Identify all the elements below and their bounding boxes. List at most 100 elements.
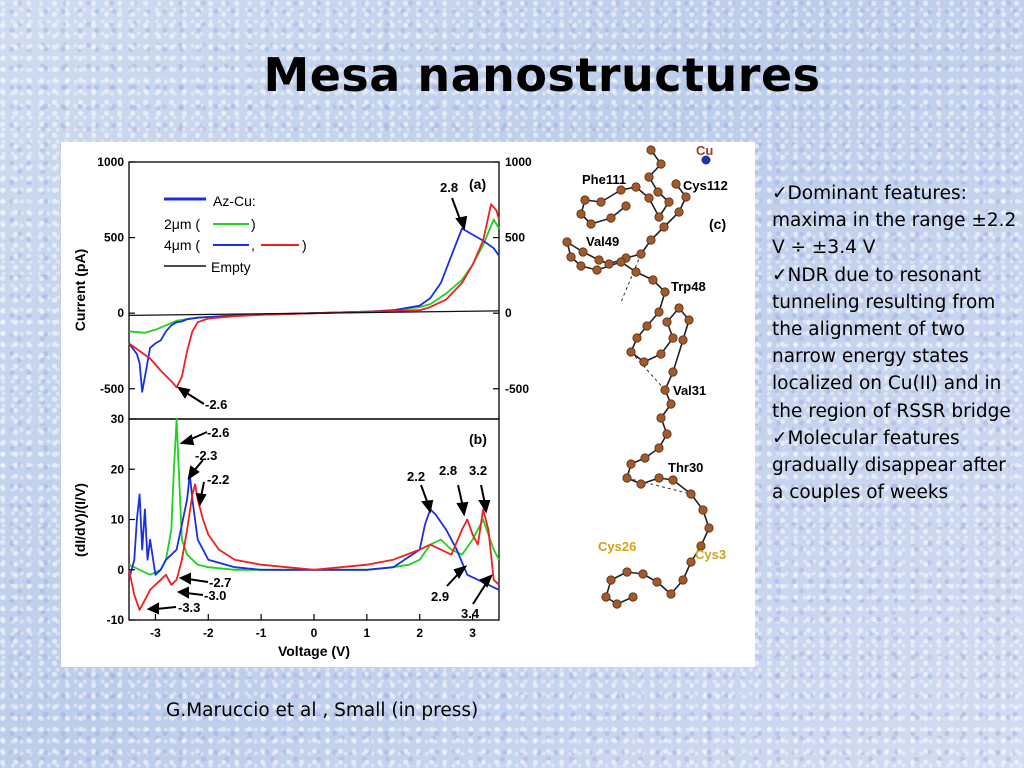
atom xyxy=(660,385,670,395)
atom xyxy=(659,222,669,232)
legend-4um-open: 4μm ( xyxy=(164,237,200,253)
xtick-label-1: -2 xyxy=(203,626,214,640)
atom xyxy=(654,212,664,222)
atom xyxy=(644,193,654,203)
series-line-1-2 xyxy=(128,483,500,611)
ytick-label-1-4: -10 xyxy=(107,613,125,627)
bond xyxy=(672,339,684,373)
citation: G.Maruccio et al , Small (in press) xyxy=(166,700,479,721)
atom xyxy=(696,541,706,551)
xtick-label-0: -3 xyxy=(150,626,161,640)
atom xyxy=(646,145,656,155)
atom xyxy=(660,287,670,297)
check-icon: ✓ xyxy=(772,183,788,204)
atom xyxy=(626,459,636,469)
bullet-text: Dominant features: maxima in the range ±… xyxy=(772,183,1017,259)
ytick-right-label-1: 500 xyxy=(505,231,525,245)
bullet-text: NDR due to resonant tunneling resulting … xyxy=(772,264,1011,422)
atom xyxy=(631,267,641,277)
atom xyxy=(656,159,666,169)
xtick-label-4: 1 xyxy=(364,626,371,640)
atom xyxy=(628,592,638,602)
label-trp48: Trp48 xyxy=(671,279,706,294)
atom xyxy=(604,259,614,269)
atom xyxy=(638,569,648,579)
label-val49: Val49 xyxy=(586,234,619,249)
label-cys112: Cys112 xyxy=(683,178,728,193)
atom xyxy=(674,303,684,313)
bullet-ndr: ✓NDR due to resonant tunneling resulting… xyxy=(772,262,1020,425)
ylabel-a: Current (pA) xyxy=(72,249,88,331)
annotation-b-2p2: 2.2 xyxy=(407,469,425,484)
atom xyxy=(586,219,596,229)
atom xyxy=(654,307,664,317)
xlabel-b: Voltage (V) xyxy=(278,643,350,659)
atom xyxy=(592,265,602,275)
label-thr30: Thr30 xyxy=(668,460,703,475)
atom xyxy=(644,172,654,182)
atom xyxy=(652,577,662,587)
label-val31: Val31 xyxy=(673,383,706,398)
ytick-right-label-3: -500 xyxy=(505,382,529,396)
legend-4um-comma: , xyxy=(251,237,255,253)
atom xyxy=(636,249,646,259)
atom xyxy=(606,213,616,223)
label-phe111: Phe111 xyxy=(582,172,626,187)
atom xyxy=(596,197,606,207)
atom xyxy=(606,575,616,585)
ytick-right-label-2: 0 xyxy=(505,306,512,320)
slide-title: Mesa nanostructures xyxy=(263,48,821,102)
atom xyxy=(601,592,611,602)
label-cu: Cu xyxy=(696,143,713,158)
atom xyxy=(656,413,666,423)
atom xyxy=(678,575,688,585)
annotation-b-m2p3: -2.3 xyxy=(195,448,217,463)
atom xyxy=(576,261,586,271)
iv-figure: Az-Cu: 2μm ( ) 4μm ( , ) Empty 10 0 0 500 0 -… xyxy=(72,143,728,659)
arrowhead-2p8 xyxy=(455,215,468,231)
series-line-1-1 xyxy=(128,473,500,591)
atom xyxy=(640,453,650,463)
annotation-b-m3p3: -3.3 xyxy=(178,600,200,615)
legend-empty: Empty xyxy=(211,259,251,275)
xtick-label-3: 0 xyxy=(311,626,318,640)
panel-a-label: (a) xyxy=(469,176,486,192)
arrowhead-m2p6 xyxy=(176,386,191,399)
annotation-2p8: 2.8 xyxy=(440,180,458,195)
ytick-label-1-3: 0 xyxy=(117,563,124,577)
legend-4um-close: ) xyxy=(302,237,307,253)
legend-title: Az-Cu: xyxy=(213,193,256,209)
legend: Az-Cu: 2μm ( ) 4μm ( , ) Empty xyxy=(164,193,307,275)
atom xyxy=(612,599,622,609)
annotation-b-m2p6: -2.6 xyxy=(207,425,229,440)
ylabel-b: (dI/dV)/(I/V) xyxy=(72,483,88,557)
atom xyxy=(681,192,691,202)
bullet-dominant-features: ✓Dominant features: maxima in the range … xyxy=(772,180,1020,262)
hbond-line xyxy=(630,351,666,391)
annotation-m2p6: -2.6 xyxy=(205,397,227,412)
panel-c-label: (c) xyxy=(709,216,726,232)
atom xyxy=(671,179,681,189)
atom xyxy=(622,567,632,577)
annotation-b-2p8: 2.8 xyxy=(439,463,457,478)
atom xyxy=(684,315,694,325)
bullet-list: ✓Dominant features: maxima in the range … xyxy=(772,180,1020,506)
atom xyxy=(686,557,696,567)
atom xyxy=(664,197,674,207)
label-cys3: Cys3 xyxy=(695,547,726,562)
label-cys26: Cys26 xyxy=(598,539,636,554)
legend-2um-open: 2μm ( xyxy=(164,216,200,232)
atom xyxy=(653,187,663,197)
ytick-label-0-1: 500 xyxy=(104,231,124,245)
bullet-text: Molecular features gradually disappear a… xyxy=(772,427,1006,504)
atom xyxy=(636,479,646,489)
atom xyxy=(621,201,631,211)
atom xyxy=(686,489,696,499)
annotation-b-3p4: 3.4 xyxy=(461,606,480,621)
molecular-structure xyxy=(562,145,714,609)
annotation-b-m2p2: -2.2 xyxy=(207,472,229,487)
series-line-1-0 xyxy=(128,418,500,576)
panel-a-frame xyxy=(128,161,500,420)
annotations-b xyxy=(146,431,493,615)
ytick-label-1-2: 10 xyxy=(111,513,125,527)
